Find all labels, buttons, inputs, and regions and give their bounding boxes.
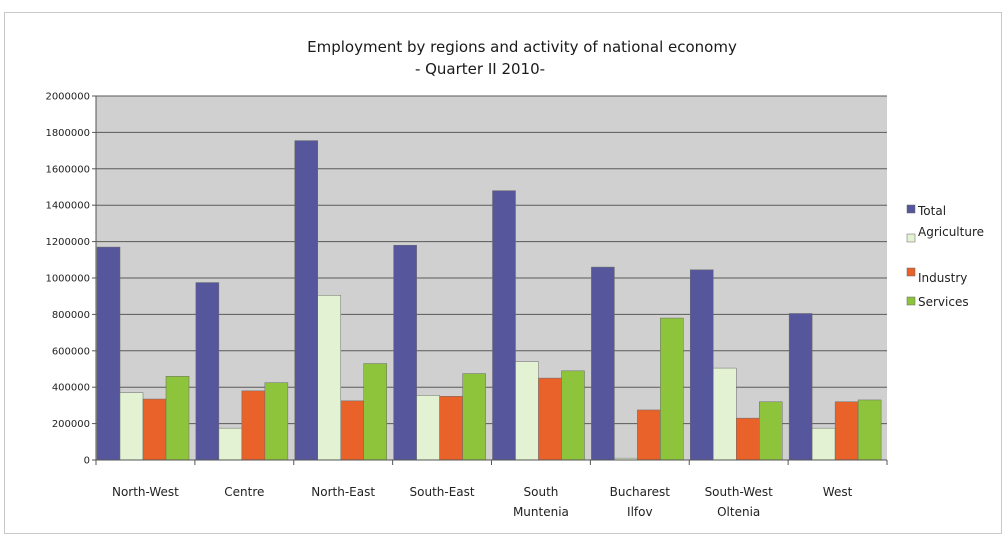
bar-agriculture bbox=[317, 295, 341, 461]
bar-total bbox=[294, 140, 318, 461]
bar-industry bbox=[538, 377, 562, 461]
bar-industry bbox=[834, 401, 859, 461]
bar-agriculture bbox=[218, 427, 243, 461]
bar-services bbox=[759, 401, 783, 461]
x-category-label: North-East bbox=[311, 485, 375, 499]
bar-services bbox=[857, 399, 882, 461]
y-tick-label: 1000000 bbox=[45, 274, 90, 285]
x-category-label: Centre bbox=[224, 485, 264, 499]
bar-agriculture bbox=[713, 367, 737, 461]
y-tick-label: 1400000 bbox=[45, 201, 90, 212]
x-category-label: North-West bbox=[112, 485, 179, 499]
bars bbox=[96, 140, 882, 461]
bar-services bbox=[264, 382, 289, 461]
legend-swatch-total bbox=[906, 204, 916, 214]
bar-agriculture bbox=[119, 392, 144, 461]
y-tick-label: 0 bbox=[84, 456, 90, 467]
y-tick-label: 200000 bbox=[52, 419, 90, 430]
x-category-label: Bucharest bbox=[610, 485, 671, 499]
x-category-label: South-West bbox=[705, 485, 774, 499]
y-tick-label: 2000000 bbox=[45, 92, 90, 103]
bar-total bbox=[393, 244, 417, 461]
x-category-label: South-East bbox=[410, 485, 475, 499]
x-category-label: West bbox=[823, 485, 853, 499]
bar-agriculture bbox=[515, 361, 539, 461]
bar-industry bbox=[241, 390, 266, 461]
bar-agriculture bbox=[416, 395, 440, 461]
bar-total bbox=[591, 266, 615, 461]
legend-label-services: Services bbox=[918, 295, 969, 309]
x-category-label: South bbox=[524, 485, 559, 499]
legend-swatch-agriculture bbox=[906, 233, 916, 243]
chart-subtitle: - Quarter II 2010- bbox=[415, 60, 545, 78]
legend-swatch-industry bbox=[906, 267, 916, 277]
legend: Total Agriculture Industry Services bbox=[906, 204, 984, 309]
x-category-label: Oltenia bbox=[717, 505, 760, 519]
bar-total bbox=[96, 246, 121, 461]
y-tick-labels: 0 200000 400000 600000 800000 1000000 1200000 1… bbox=[45, 92, 90, 467]
y-tick-label: 1200000 bbox=[45, 237, 90, 248]
bar-services bbox=[660, 317, 684, 461]
bar-total bbox=[492, 190, 516, 461]
bar-industry bbox=[439, 396, 463, 461]
x-category-label: Muntenia bbox=[513, 505, 569, 519]
legend-swatch-services bbox=[906, 296, 916, 306]
y-tick-label: 600000 bbox=[52, 346, 90, 357]
bar-agriculture bbox=[811, 427, 836, 461]
bar-services bbox=[462, 373, 486, 461]
y-tick-label: 1800000 bbox=[45, 128, 90, 139]
bar-industry bbox=[736, 417, 760, 461]
legend-label-agriculture: Agriculture bbox=[918, 225, 984, 239]
x-category-label: Ilfov bbox=[627, 505, 653, 519]
bar-total bbox=[690, 269, 714, 461]
y-tick-label: 1600000 bbox=[45, 164, 90, 175]
bar-services bbox=[363, 363, 387, 461]
gridlines bbox=[92, 95, 887, 461]
bar-industry bbox=[340, 400, 364, 461]
bar-total bbox=[788, 313, 813, 461]
chart-title: Employment by regions and activity of na… bbox=[307, 38, 737, 56]
bar-industry bbox=[637, 409, 661, 461]
bar-total bbox=[195, 282, 220, 461]
bar-services bbox=[165, 376, 190, 461]
y-tick-label: 400000 bbox=[52, 383, 90, 394]
legend-label-total: Total bbox=[917, 204, 946, 218]
y-tick-label: 800000 bbox=[52, 310, 90, 321]
x-category-labels: North-West Centre North-East South-East Sout… bbox=[112, 485, 853, 519]
legend-label-industry: Industry bbox=[918, 271, 967, 285]
axes bbox=[95, 96, 888, 465]
bar-services bbox=[561, 370, 585, 461]
bar-industry bbox=[142, 398, 167, 461]
